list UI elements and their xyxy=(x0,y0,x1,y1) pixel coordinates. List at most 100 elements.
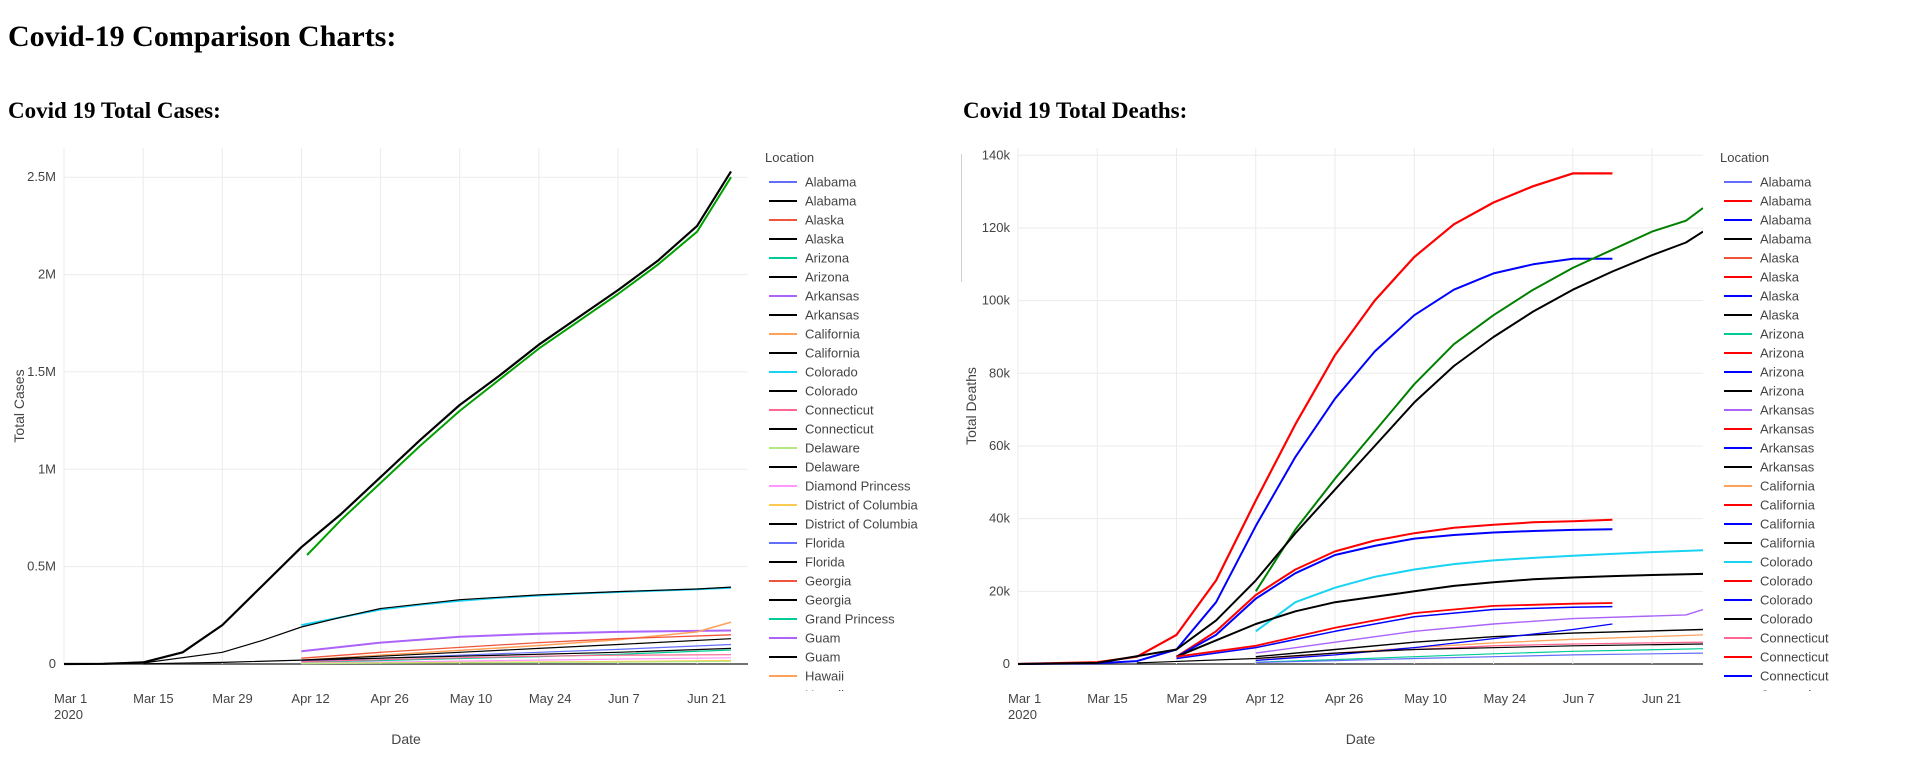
series-line[interactable] xyxy=(64,586,732,665)
legend-item[interactable]: Alabama xyxy=(1724,232,1812,247)
legend-item[interactable]: California xyxy=(769,346,861,361)
legend[interactable]: Location Alabama Alabama Alaska Alaska Arizon… xyxy=(765,150,918,703)
series-line[interactable] xyxy=(301,654,732,663)
series-line[interactable] xyxy=(1136,643,1703,664)
legend-item[interactable]: Alabama xyxy=(1724,175,1812,190)
legend-item[interactable]: District of Columbia xyxy=(769,517,918,532)
series-line[interactable] xyxy=(301,629,732,653)
x-tick-label: May 10 xyxy=(1404,691,1447,706)
legend-item[interactable]: Colorado xyxy=(769,365,858,380)
series-line[interactable] xyxy=(301,586,732,627)
legend-item[interactable]: Arizona xyxy=(1724,346,1805,361)
legend-item[interactable]: California xyxy=(1724,479,1816,494)
y-tick-label: 0 xyxy=(49,656,56,671)
legend-label: Alabama xyxy=(1760,194,1812,209)
series-line[interactable] xyxy=(1255,628,1703,658)
series-line[interactable] xyxy=(1176,528,1613,658)
legend-item[interactable]: Arkansas xyxy=(769,289,860,304)
y-tick-label: 140k xyxy=(982,147,1011,162)
x-tick-label: Mar 1 xyxy=(1008,691,1041,706)
legend-item[interactable]: Connecticut xyxy=(1724,688,1829,703)
deaths-chart[interactable]: 0 20k 40k 60k 80k 100k 120k 140k Mar 1 2020 Mar 15… xyxy=(963,140,1913,755)
legend-label: Arkansas xyxy=(805,308,860,323)
legend-item[interactable]: Alaska xyxy=(1724,308,1800,323)
legend-item[interactable]: Arizona xyxy=(769,270,850,285)
legend-item[interactable]: Connecticut xyxy=(1724,650,1829,665)
series-line[interactable] xyxy=(301,621,732,661)
series-line[interactable] xyxy=(1255,623,1613,662)
legend-label: Alaska xyxy=(1760,308,1800,323)
legend-item[interactable]: California xyxy=(769,327,861,342)
legend-item[interactable]: Arkansas xyxy=(769,308,860,323)
legend-item[interactable]: Alaska xyxy=(1724,251,1800,266)
legend-item[interactable]: Connecticut xyxy=(769,422,874,437)
legend-label: Hawaii xyxy=(805,669,844,684)
legend-item[interactable]: Diamond Princess xyxy=(769,479,911,494)
series-line[interactable] xyxy=(301,660,732,665)
legend[interactable]: Location Alabama Alabama Alabama Alabama Alas… xyxy=(1720,150,1829,703)
series-line[interactable] xyxy=(143,647,732,665)
series-line[interactable] xyxy=(1176,572,1704,658)
legend-item[interactable]: Colorado xyxy=(1724,574,1813,589)
legend-item[interactable]: California xyxy=(1724,498,1816,513)
legend-item[interactable]: District of Columbia xyxy=(769,498,918,513)
series-line[interactable] xyxy=(301,634,732,659)
legend-item[interactable]: California xyxy=(1724,517,1816,532)
legend-item[interactable]: Colorado xyxy=(769,384,858,399)
legend-item[interactable]: Alaska xyxy=(1724,270,1800,285)
legend-item[interactable]: Alabama xyxy=(769,194,857,209)
legend-item[interactable]: Connecticut xyxy=(769,403,874,418)
legend-item[interactable]: Arkansas xyxy=(1724,403,1815,418)
legend-item[interactable]: Colorado xyxy=(1724,555,1813,570)
series-line[interactable] xyxy=(1176,605,1613,660)
legend-item[interactable]: Georgia xyxy=(769,574,852,589)
series-line[interactable] xyxy=(1018,172,1613,666)
legend-item[interactable]: Guam xyxy=(769,650,840,665)
series-line[interactable] xyxy=(1255,549,1703,633)
legend-item[interactable]: Connecticut xyxy=(1724,669,1829,684)
legend-item[interactable]: Arizona xyxy=(769,251,850,266)
cases-chart[interactable]: 0 0.5M 1M 1.5M 2M 2.5M Mar 1 2020 Mar 15 Mar 29 Ap… xyxy=(8,140,958,755)
series-line[interactable] xyxy=(1255,648,1703,663)
series-line[interactable] xyxy=(1255,652,1703,664)
series-line[interactable] xyxy=(1176,602,1613,658)
legend-item[interactable]: Alaska xyxy=(769,232,845,247)
legend-item[interactable]: Florida xyxy=(769,536,846,551)
legend-item[interactable]: Delaware xyxy=(769,460,860,475)
legend-item[interactable]: Connecticut xyxy=(1724,631,1829,646)
series-line[interactable] xyxy=(306,176,732,556)
legend-item[interactable]: Alaska xyxy=(1724,289,1800,304)
series-line[interactable] xyxy=(1018,257,1613,665)
legend-item[interactable]: Arizona xyxy=(1724,384,1805,399)
legend-item[interactable]: Hawaii xyxy=(769,669,844,684)
legend-item[interactable]: Alabama xyxy=(1724,213,1812,228)
legend-item[interactable]: California xyxy=(1724,536,1816,551)
legend-item[interactable]: Delaware xyxy=(769,441,860,456)
series-line[interactable] xyxy=(301,638,732,661)
legend-item[interactable]: Alaska xyxy=(769,213,845,228)
legend-item[interactable]: Colorado xyxy=(1724,612,1813,627)
legend-item[interactable]: Arkansas xyxy=(1724,441,1815,456)
legend-item[interactable]: Arizona xyxy=(1724,365,1805,380)
legend-item[interactable]: Georgia xyxy=(769,593,852,608)
legend-item[interactable]: Alabama xyxy=(1724,194,1812,209)
legend-item[interactable]: Arkansas xyxy=(1724,460,1815,475)
series-line[interactable] xyxy=(1254,207,1703,592)
legend-item[interactable]: Arizona xyxy=(1724,327,1805,342)
legend-item[interactable]: Arkansas xyxy=(1724,422,1815,437)
legend-item[interactable]: Florida xyxy=(769,555,846,570)
series-line[interactable] xyxy=(301,657,732,664)
legend-item[interactable]: Hawaii xyxy=(769,688,844,703)
legend-label: Colorado xyxy=(1760,574,1813,589)
legend-item[interactable]: Guam xyxy=(769,631,840,646)
series-line[interactable] xyxy=(64,170,732,666)
legend-item[interactable]: Alabama xyxy=(769,175,857,190)
series-line[interactable] xyxy=(1175,518,1613,658)
series-line[interactable] xyxy=(1018,230,1703,665)
legend-label: Alabama xyxy=(1760,213,1812,228)
series-line[interactable] xyxy=(1255,608,1703,654)
legend-item[interactable]: Grand Princess xyxy=(769,612,895,627)
legend-item[interactable]: Colorado xyxy=(1724,593,1813,608)
